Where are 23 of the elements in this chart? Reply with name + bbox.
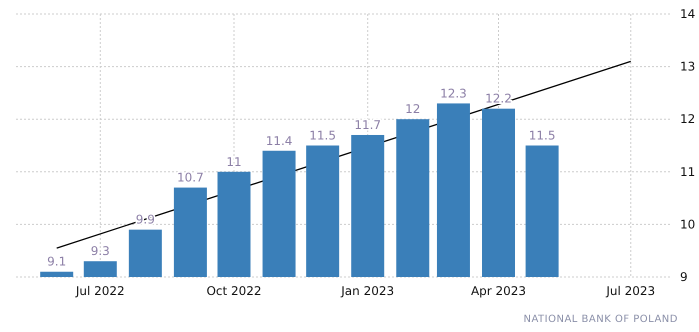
data-label: 9.3 [90, 244, 110, 258]
data-label: 11.5 [528, 128, 556, 142]
y-tick-label: 11 [680, 164, 696, 179]
x-tick-label: Jan 2023 [340, 284, 394, 298]
data-label: 10.7 [177, 170, 204, 185]
y-tick-label: 12 [680, 112, 696, 126]
y-tick-label: 9 [680, 270, 688, 284]
data-label: 11 [226, 154, 242, 169]
data-label: 12.3 [440, 86, 467, 100]
x-tick-label: Oct 2022 [206, 284, 262, 298]
data-label: 12.2 [485, 92, 512, 106]
text: NATIONAL BANK OF POLAND [524, 314, 678, 325]
x-tick-label: Jul 2022 [74, 284, 125, 298]
data-label: 11.5 [309, 128, 336, 142]
data-label: 11.7 [354, 118, 382, 132]
x-tick-label: Jul 2023 [605, 284, 656, 298]
y-tick-label: 14 [680, 7, 696, 21]
data-label: 12 [405, 102, 420, 116]
y-tick-label: 13 [680, 60, 696, 74]
data-label: 9.1 [47, 254, 66, 269]
data-label: 11.4 [266, 134, 292, 148]
x-tick-label: Apr 2023 [470, 284, 526, 298]
y-tick-label: 10 [680, 217, 696, 232]
